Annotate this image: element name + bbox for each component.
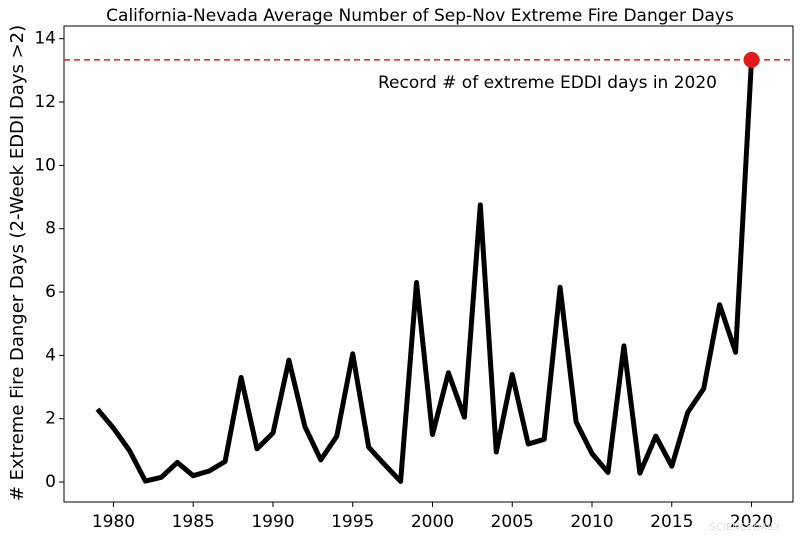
x-tick-label: 2020 — [730, 512, 773, 532]
y-tick-label: 0 — [45, 472, 56, 492]
y-tick-label: 10 — [34, 155, 56, 175]
highlight-marker — [743, 51, 760, 68]
x-tick-label: 2005 — [491, 512, 534, 532]
x-tick-label: 2000 — [411, 512, 454, 532]
chart-title: California-Nevada Average Number of Sep-… — [106, 6, 734, 26]
plot-frame — [63, 25, 794, 503]
x-tick-label: 1995 — [331, 512, 374, 532]
y-tick-label: 12 — [34, 92, 56, 112]
watermark: SCIENCEDAILY — [709, 522, 781, 533]
x-tick-label: 1980 — [92, 512, 135, 532]
y-tick-label: 6 — [45, 282, 56, 302]
y-tick-label: 8 — [45, 219, 56, 239]
data-line — [95, 59, 754, 484]
y-tick-label: 2 — [45, 409, 56, 429]
x-tick-label: 1985 — [172, 512, 215, 532]
x-tick-label: 2015 — [650, 512, 693, 532]
x-tick-label: 1990 — [251, 512, 294, 532]
y-axis-label: # Extreme Fire Danger Days (2-Week EDDI … — [7, 25, 28, 501]
y-tick-label: 14 — [34, 29, 56, 49]
x-tick-label: 2010 — [570, 512, 613, 532]
y-tick-label: 4 — [45, 345, 56, 365]
annotation: Record # of extreme EDDI days in 2020 — [378, 73, 717, 93]
